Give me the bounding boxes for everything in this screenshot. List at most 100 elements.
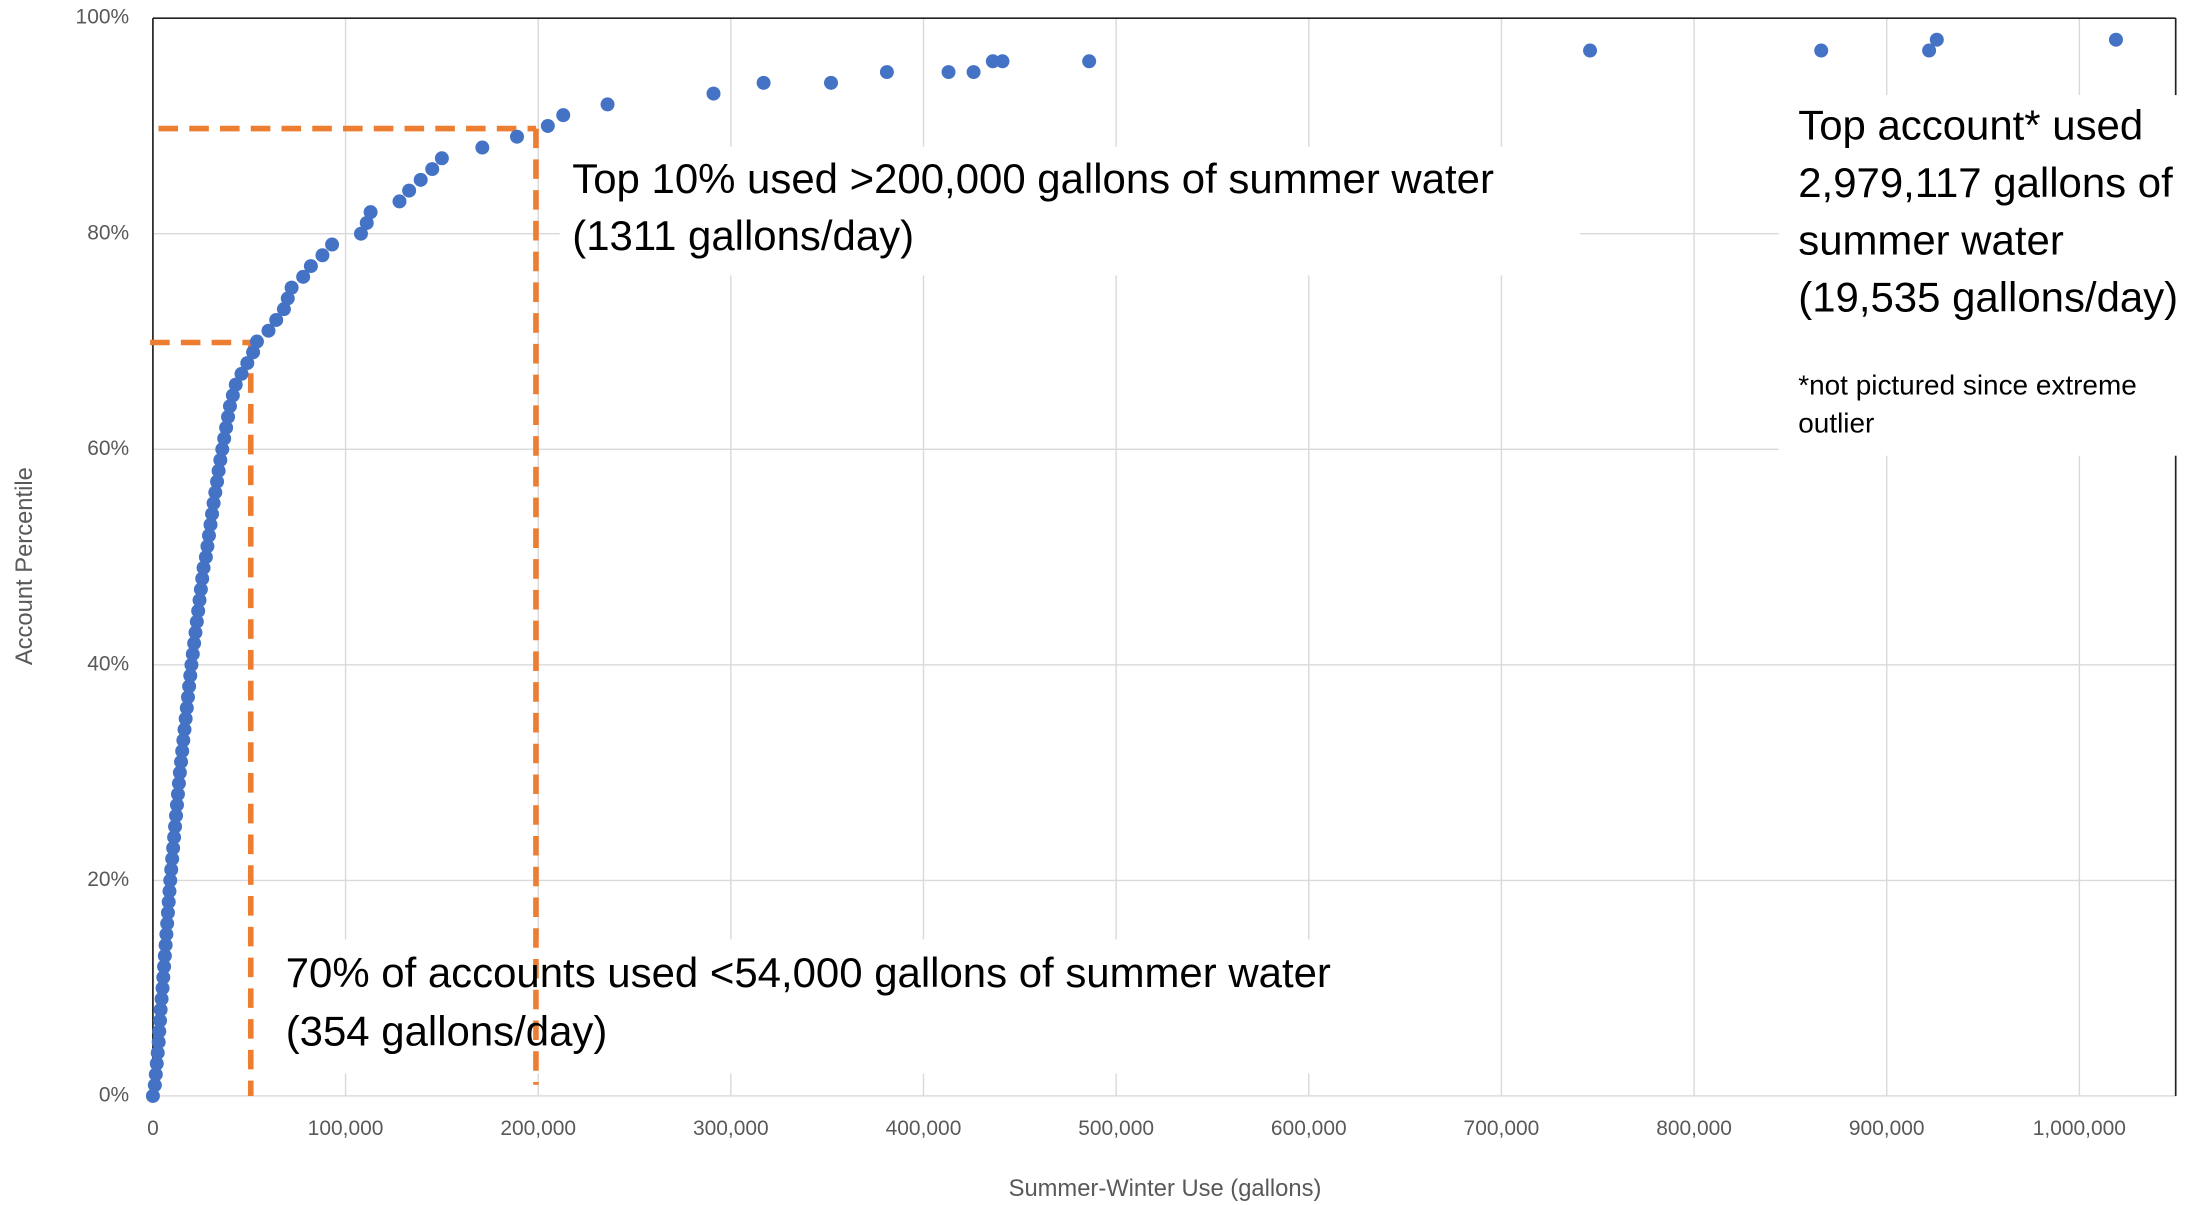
data-point [172,765,187,780]
data-point [213,453,228,468]
annotation-box [1778,95,2193,456]
data-point [879,65,894,80]
data-point [160,916,175,931]
points [145,32,2123,1103]
data-point [434,151,449,166]
x-tick-label: 600,000 [1271,1117,1347,1140]
data-point [985,54,1000,69]
y-axis-title: Account Percentile [11,467,38,665]
data-point [221,409,236,424]
data-point [175,744,190,759]
x-tick-label: 300,000 [693,1117,769,1140]
data-point [148,1067,163,1082]
y-tick-label: 100% [76,6,130,29]
data-point [164,862,179,877]
data-point [145,1088,160,1103]
data-point [198,550,213,565]
data-point [325,237,340,252]
data-point [359,215,374,230]
data-point [165,851,180,866]
data-point [315,248,330,263]
annotation-note: outlier [1798,407,1874,438]
data-point [205,506,220,521]
data-point [475,140,490,155]
data-point [222,399,237,414]
data-point [206,496,221,511]
data-point [169,808,184,823]
data-point [284,280,299,295]
x-tick-label: 1,000,000 [2033,1117,2126,1140]
data-point [180,690,195,705]
data-point [200,539,215,554]
data-point [166,841,181,856]
data-point [174,754,189,769]
annotation-line: (19,535 gallons/day) [1798,274,2178,321]
x-tick-label: 400,000 [886,1117,962,1140]
data-point [159,927,174,942]
y-tick-label: 40% [87,652,129,675]
data-point [296,269,311,284]
annotation-box [273,939,1462,1074]
data-point [966,65,981,80]
data-point [154,991,169,1006]
data-point [215,442,230,457]
data-point [303,259,318,274]
data-point [195,571,210,586]
data-point [392,194,407,209]
data-point [225,388,240,403]
data-point [201,528,216,543]
data-point [157,959,172,974]
data-point [176,733,191,748]
data-point [183,668,198,683]
data-point [425,162,440,177]
data-point [240,356,255,371]
data-point [210,474,225,489]
data-point [353,226,368,241]
x-tick-label: 500,000 [1078,1117,1154,1140]
data-point [170,787,185,802]
data-point [178,711,193,726]
x-tick-label: 0 [147,1117,159,1140]
data-point [1922,43,1937,58]
data-point [402,183,417,198]
annotation-line: 2,979,117 gallons of [1798,159,2173,206]
data-point [147,1078,162,1093]
data-point [208,485,223,500]
guide-lines [150,125,539,1096]
annotation-note: *not pictured since extreme [1798,370,2137,401]
data-point [941,65,956,80]
data-point [196,560,211,575]
x-tick-label: 700,000 [1464,1117,1540,1140]
data-point [219,420,234,435]
annotation-line: (354 gallons/day) [286,1008,608,1055]
data-point [155,981,170,996]
data-point [171,776,186,791]
data-point [163,873,178,888]
data-point [157,948,172,963]
data-point [160,905,175,920]
data-point [1583,43,1598,58]
data-point [153,1002,168,1017]
data-point [363,205,378,220]
data-point [162,884,177,899]
data-point [188,625,203,640]
data-point [706,86,721,101]
y-tick-label: 20% [87,868,129,891]
data-point [161,894,176,909]
data-point [1929,32,1944,47]
data-point [510,129,524,144]
data-point [234,366,249,381]
data-point [2108,32,2123,47]
data-point [556,108,571,123]
data-point [184,657,199,672]
data-point [995,54,1010,69]
data-point [151,1035,166,1050]
data-point [167,830,182,845]
y-tick-label: 80% [87,221,129,244]
data-point [600,97,615,112]
data-point [261,323,276,338]
data-point [276,302,291,317]
data-point [540,118,555,133]
